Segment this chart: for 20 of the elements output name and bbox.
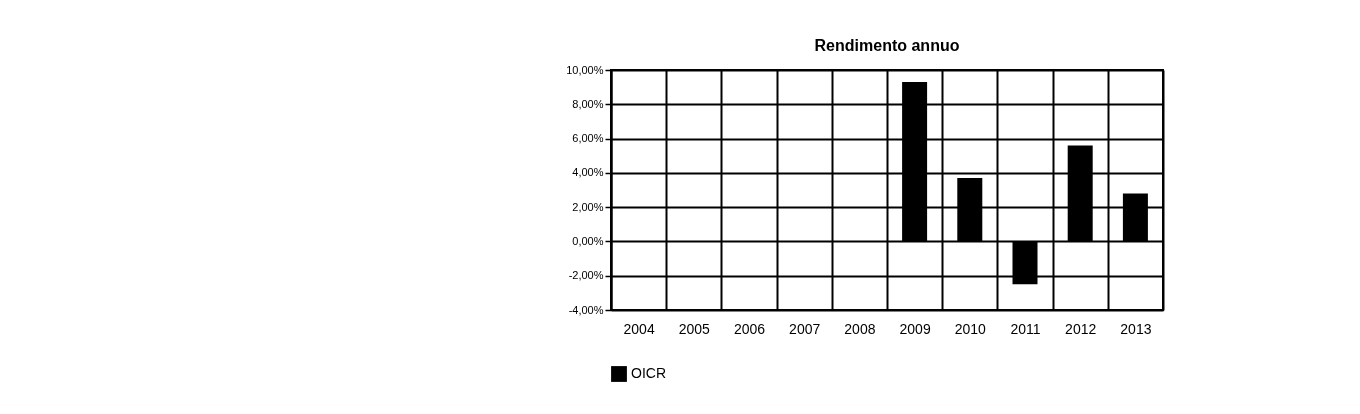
x-tick-label: 2011 xyxy=(1010,320,1041,337)
y-tick-label: -4,00% xyxy=(568,303,604,316)
x-tick-label: 2008 xyxy=(844,320,876,337)
y-tick-label: 8,00% xyxy=(572,97,604,110)
x-tick-label: 2006 xyxy=(733,320,766,337)
x-tick-label: 2007 xyxy=(789,320,821,337)
x-tick-label: 2010 xyxy=(954,320,987,337)
y-tick-label: 4,00% xyxy=(572,166,604,179)
y-tick-label: -2,00% xyxy=(568,269,604,282)
y-tick-label: 10,00% xyxy=(566,63,604,76)
x-tick-label: 2009 xyxy=(899,320,931,337)
x-tick-label: 2012 xyxy=(1065,320,1097,337)
x-tick-label: 2013 xyxy=(1120,320,1152,337)
y-tick-label: 6,00% xyxy=(572,132,604,145)
x-tick-label: 2005 xyxy=(678,320,711,337)
legend-label: OICR xyxy=(631,365,666,381)
y-tick-label: 0,00% xyxy=(572,234,604,247)
y-tick-label: 2,00% xyxy=(572,200,604,213)
x-tick-label: 2004 xyxy=(623,320,655,337)
chart-title: Rendimento annuo xyxy=(814,37,960,54)
